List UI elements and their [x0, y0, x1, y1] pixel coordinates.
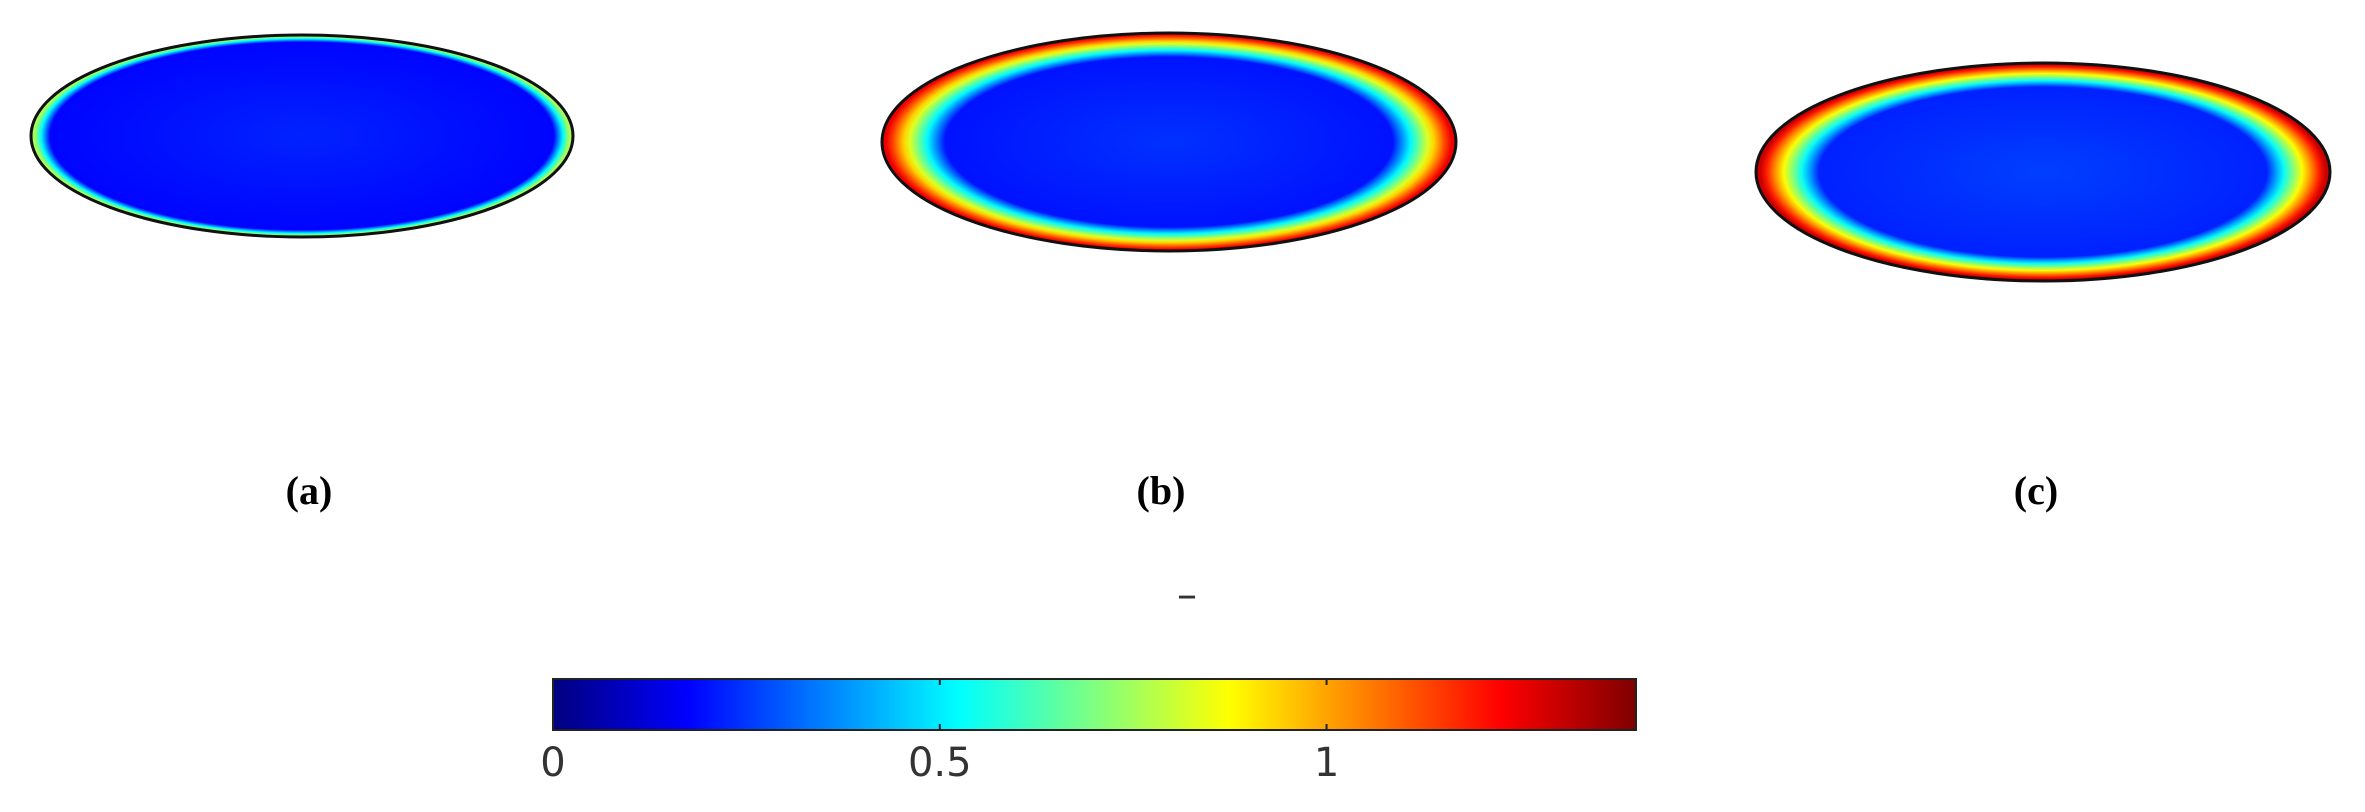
- panel-label: (c): [2014, 468, 2058, 513]
- field-map: [1754, 61, 2332, 283]
- colorbar: [552, 678, 1637, 731]
- tick-label: 0.5: [908, 740, 972, 786]
- field-map: [880, 31, 1458, 253]
- panel-label: (b): [1137, 468, 1186, 513]
- field-map: [29, 33, 575, 239]
- panel-label: (a): [286, 468, 333, 513]
- tick-label: 0: [540, 740, 565, 786]
- tick-label: 1: [1314, 740, 1339, 786]
- colorbar-label: –: [1177, 572, 1197, 618]
